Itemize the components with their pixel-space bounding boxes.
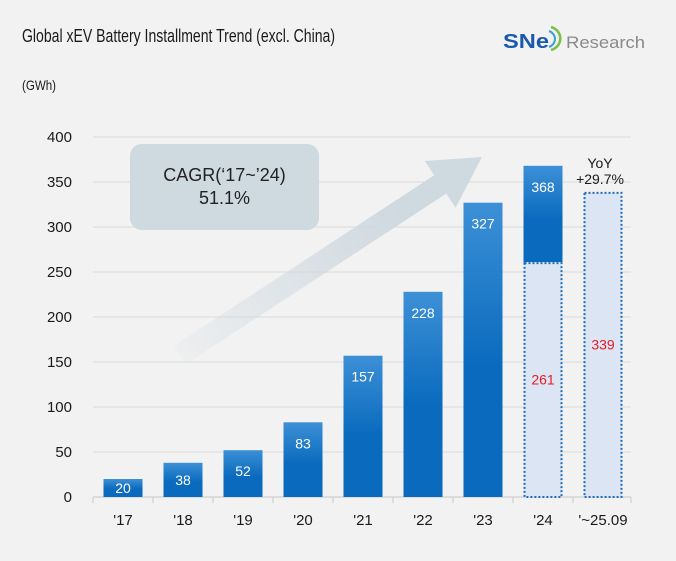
bar (103, 479, 143, 497)
x-tick-label: '21 (353, 512, 373, 529)
bar (223, 450, 263, 497)
bar-value-label: 20 (115, 480, 131, 496)
bar-value-label: 83 (295, 435, 311, 451)
bars (103, 165, 623, 498)
dotted-bar-value-label: 339 (591, 336, 615, 352)
bar (403, 291, 443, 497)
y-tick-label: 400 (47, 129, 72, 146)
cagr-label: CAGR(‘17~’24) (163, 165, 286, 185)
sne-research-logo: SNe Research (503, 25, 645, 53)
growth-arrow-icon (174, 157, 482, 365)
x-tick-label: '24 (533, 512, 553, 529)
y-tick-label: 100 (47, 399, 72, 416)
x-tick-label: '23 (473, 512, 493, 529)
y-tick-label: 50 (55, 444, 72, 461)
x-tick-label: '19 (233, 512, 253, 529)
y-axis-unit-label: (GWh) (22, 77, 56, 93)
x-tick-label: '20 (293, 512, 313, 529)
y-tick-label: 0 (64, 489, 72, 506)
bar (163, 462, 203, 497)
logo-arc-icon (550, 25, 562, 52)
y-tick-label: 200 (47, 309, 72, 326)
logo-arc-inner-icon (548, 30, 556, 48)
dotted-bar-value-label: 261 (531, 372, 555, 388)
bar (283, 422, 323, 497)
yoy-annotation: YoY +29.7% (576, 155, 624, 187)
yoy-label: YoY (587, 155, 613, 171)
y-tick-label: 350 (47, 174, 72, 191)
chart-title: Global xEV Battery Installment Trend (ex… (22, 26, 335, 46)
bar (523, 165, 563, 263)
data-labels: 261 339 20 38 52 83 157 228 327 368 (115, 179, 615, 496)
y-tick-label: 150 (47, 354, 72, 371)
bar-value-label: 38 (175, 472, 191, 488)
bar-value-label: 157 (351, 369, 375, 385)
logo-text: Research (566, 33, 645, 52)
bar-value-label: 368 (531, 179, 555, 195)
x-tick-label: '22 (413, 512, 433, 529)
bar (343, 355, 383, 497)
logo-mark: SNe (503, 31, 549, 53)
x-tick-label: '18 (173, 512, 193, 529)
y-tick-label: 300 (47, 219, 72, 236)
y-tick-label: 250 (47, 264, 72, 281)
cagr-callout: CAGR(‘17~’24) 51.1% (130, 144, 319, 230)
yoy-value: +29.7% (576, 171, 624, 187)
bar-value-label: 228 (411, 305, 435, 321)
x-tick-label: '~25.09 (578, 512, 627, 529)
dotted-bar (523, 262, 563, 498)
cagr-callout-box (130, 144, 319, 230)
bar (463, 202, 503, 497)
dotted-bar (583, 191, 623, 498)
bar-value-label: 327 (471, 216, 495, 232)
x-tick-label: '17 (113, 512, 133, 529)
bar-value-label: 52 (235, 463, 251, 479)
cagr-value: 51.1% (199, 188, 250, 208)
